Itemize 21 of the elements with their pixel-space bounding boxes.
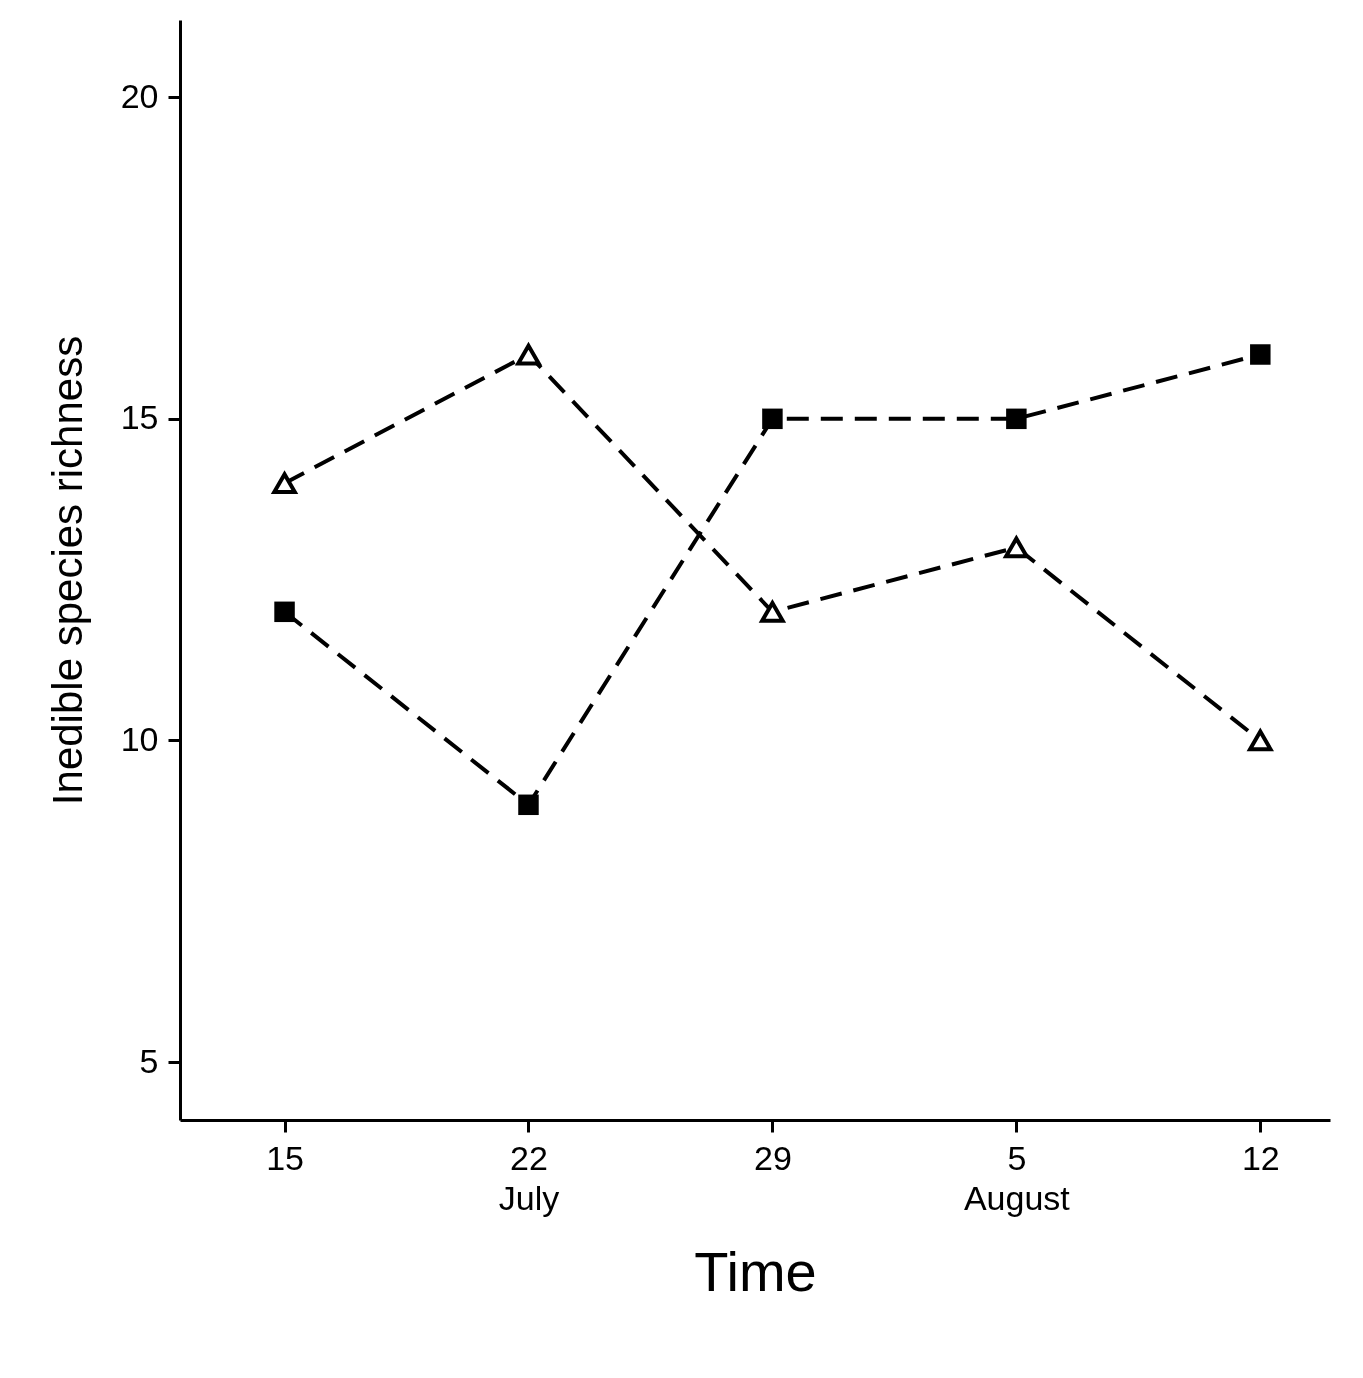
point: [760, 600, 785, 623]
point: [1002, 534, 1029, 559]
y-tick-label: 10: [120, 719, 159, 758]
x-axis-title: Time: [694, 1239, 817, 1303]
x-tick-label: 5 August: [963, 1138, 1071, 1217]
point: [1006, 408, 1027, 430]
x-tick-label: 22 July: [498, 1138, 560, 1217]
point: [762, 408, 783, 430]
point: [274, 601, 295, 623]
y-axis-title: Inedible species richness: [43, 335, 91, 806]
y-tick-label: 15: [120, 398, 159, 437]
point: [518, 794, 539, 816]
point: [272, 472, 297, 495]
y-tick-label: 20: [120, 76, 159, 115]
x-tick-label: 12: [1241, 1138, 1280, 1177]
point: [514, 341, 542, 366]
x-tick-label: 29: [754, 1138, 792, 1177]
x-tick-label: 15: [266, 1138, 304, 1177]
point: [1250, 344, 1271, 365]
y-tick-label: 5: [139, 1041, 159, 1080]
point: [1246, 727, 1274, 752]
